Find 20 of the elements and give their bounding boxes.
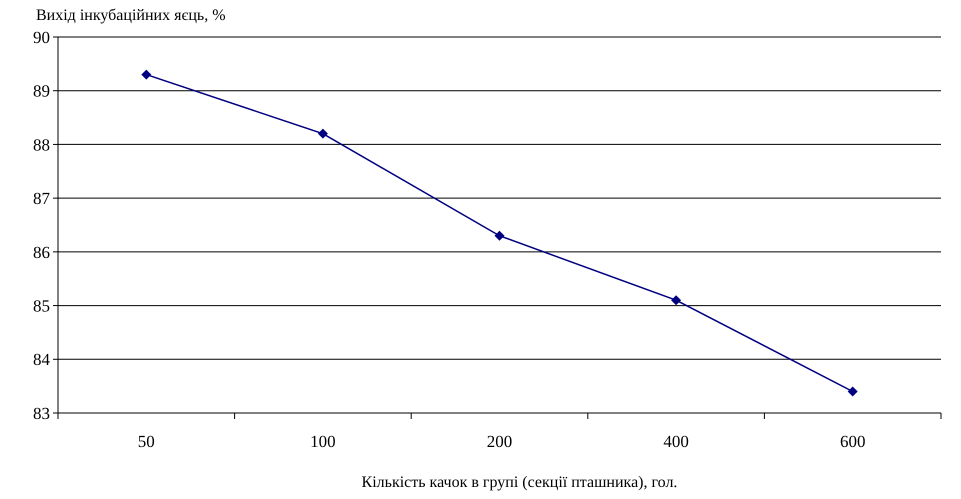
point [318,128,328,139]
point [848,386,858,397]
y-tick-label: 90 [33,28,50,47]
y-tick-label: 86 [33,242,50,262]
y-tick-label: 88 [33,135,50,154]
x-tick-label: 600 [840,432,866,451]
y-tick-label: 87 [33,189,50,208]
x-tick-label: 100 [310,432,336,451]
y-axis-title: Вихід інкубаційних яєць, % [36,7,226,24]
point [671,295,682,306]
point [494,230,504,241]
x-tick-label: 50 [138,432,155,451]
y-tick-label: 85 [33,296,50,316]
x-axis-title: Кількість качок в групі (секції пташника), гол. [362,474,678,491]
y-tick-label: 83 [33,404,50,423]
x-tick-label: 200 [486,432,512,451]
x-tick-label: 400 [663,432,689,451]
y-tick-label: 89 [33,82,50,101]
y-tick-label: 84 [33,350,50,370]
point [141,70,152,80]
